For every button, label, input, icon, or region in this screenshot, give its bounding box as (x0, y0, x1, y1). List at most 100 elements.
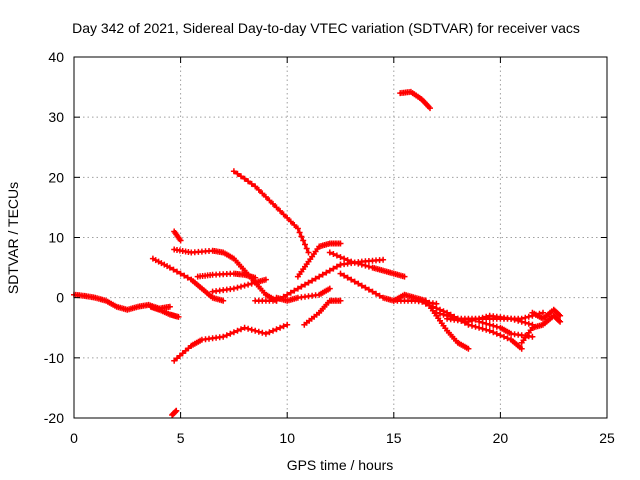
data-point (518, 318, 525, 325)
data-point (319, 271, 326, 278)
data-point (181, 272, 188, 279)
data-point (174, 268, 180, 275)
grid (74, 57, 607, 418)
series-markers (326, 249, 408, 280)
data-point (238, 283, 244, 290)
axes: 0 5 10 15 20 25 -20 -10 0 10 20 30 40 (44, 49, 615, 446)
data-point (333, 263, 340, 270)
data-point (337, 254, 344, 261)
data-point (326, 249, 333, 256)
data-point (248, 280, 255, 287)
data-point (515, 317, 522, 324)
y-tick-label: -10 (44, 350, 64, 366)
data-point (277, 324, 284, 331)
data-point (309, 277, 316, 284)
series-markers (171, 228, 184, 244)
data-point (540, 309, 546, 316)
data-point (326, 267, 333, 274)
data-point (280, 323, 287, 330)
y-tick-label: 0 (56, 290, 64, 306)
data-point (170, 266, 177, 273)
series-arc-9 (169, 407, 180, 418)
x-tick-label: 0 (70, 430, 78, 446)
x-tick-label: 25 (599, 430, 615, 446)
data-point (337, 297, 344, 304)
data-point (479, 319, 486, 326)
data-point (166, 264, 173, 271)
data-point (490, 329, 497, 336)
data-point (298, 283, 305, 290)
data-point (223, 332, 230, 339)
data-point (362, 284, 369, 291)
data-point (333, 252, 340, 259)
series-markers (230, 168, 312, 256)
data-point (302, 281, 308, 288)
data-point (348, 276, 355, 283)
data-point (525, 313, 532, 320)
data-point (472, 316, 479, 323)
data-point (302, 241, 308, 248)
series-markers (171, 246, 280, 304)
data-point (483, 326, 490, 333)
data-point (220, 333, 227, 340)
chart-title: Day 342 of 2021, Sidereal Day-to-day VTE… (72, 20, 580, 36)
data-point (259, 190, 266, 197)
data-point (486, 321, 493, 328)
data-point (312, 275, 319, 282)
data-point (355, 280, 362, 287)
data-point (298, 233, 305, 240)
data-point (291, 222, 298, 228)
data-point (341, 255, 348, 262)
data-point (266, 197, 273, 204)
series-markers (169, 407, 180, 418)
data-point (173, 407, 180, 414)
series-arc-23 (444, 312, 536, 328)
data-point (227, 330, 234, 337)
data-point (241, 282, 248, 289)
data-point (337, 240, 344, 247)
data-point (166, 303, 173, 310)
data-point (273, 204, 280, 211)
y-tick-label: 40 (48, 49, 64, 65)
data-point (284, 291, 291, 298)
data-point (266, 329, 273, 336)
data-point (501, 333, 507, 340)
data-point (252, 183, 259, 190)
data-point (369, 288, 376, 295)
series-markers (147, 303, 182, 320)
data-point (493, 323, 500, 330)
x-tick-label: 10 (279, 430, 295, 446)
data-point (177, 237, 184, 244)
series-markers (273, 285, 333, 304)
data-point (326, 285, 333, 292)
data-point (316, 273, 323, 280)
data-point (483, 320, 490, 327)
data-point (422, 300, 429, 307)
data-point (294, 225, 301, 232)
data-point (465, 318, 472, 325)
data-point (220, 297, 227, 304)
data-point (341, 272, 348, 279)
data-point (248, 180, 255, 187)
series-markers (529, 306, 564, 322)
series-arc-15 (326, 249, 408, 280)
data-point (344, 274, 351, 281)
data-point (248, 326, 255, 333)
data-point (486, 327, 493, 334)
data-point (497, 332, 504, 339)
data-point (245, 325, 252, 332)
data-point (234, 284, 241, 291)
series-markers (209, 276, 269, 295)
data-point (479, 325, 486, 332)
data-point (238, 326, 244, 333)
series-markers (71, 291, 173, 313)
data-point (262, 276, 269, 283)
series-markers (476, 318, 536, 340)
x-tick-label: 15 (386, 430, 402, 446)
series-arc-7 (209, 276, 269, 295)
data-point (300, 237, 307, 244)
data-point (177, 270, 184, 277)
data-point (230, 285, 237, 292)
data-point (245, 281, 252, 288)
data-point (426, 302, 433, 309)
